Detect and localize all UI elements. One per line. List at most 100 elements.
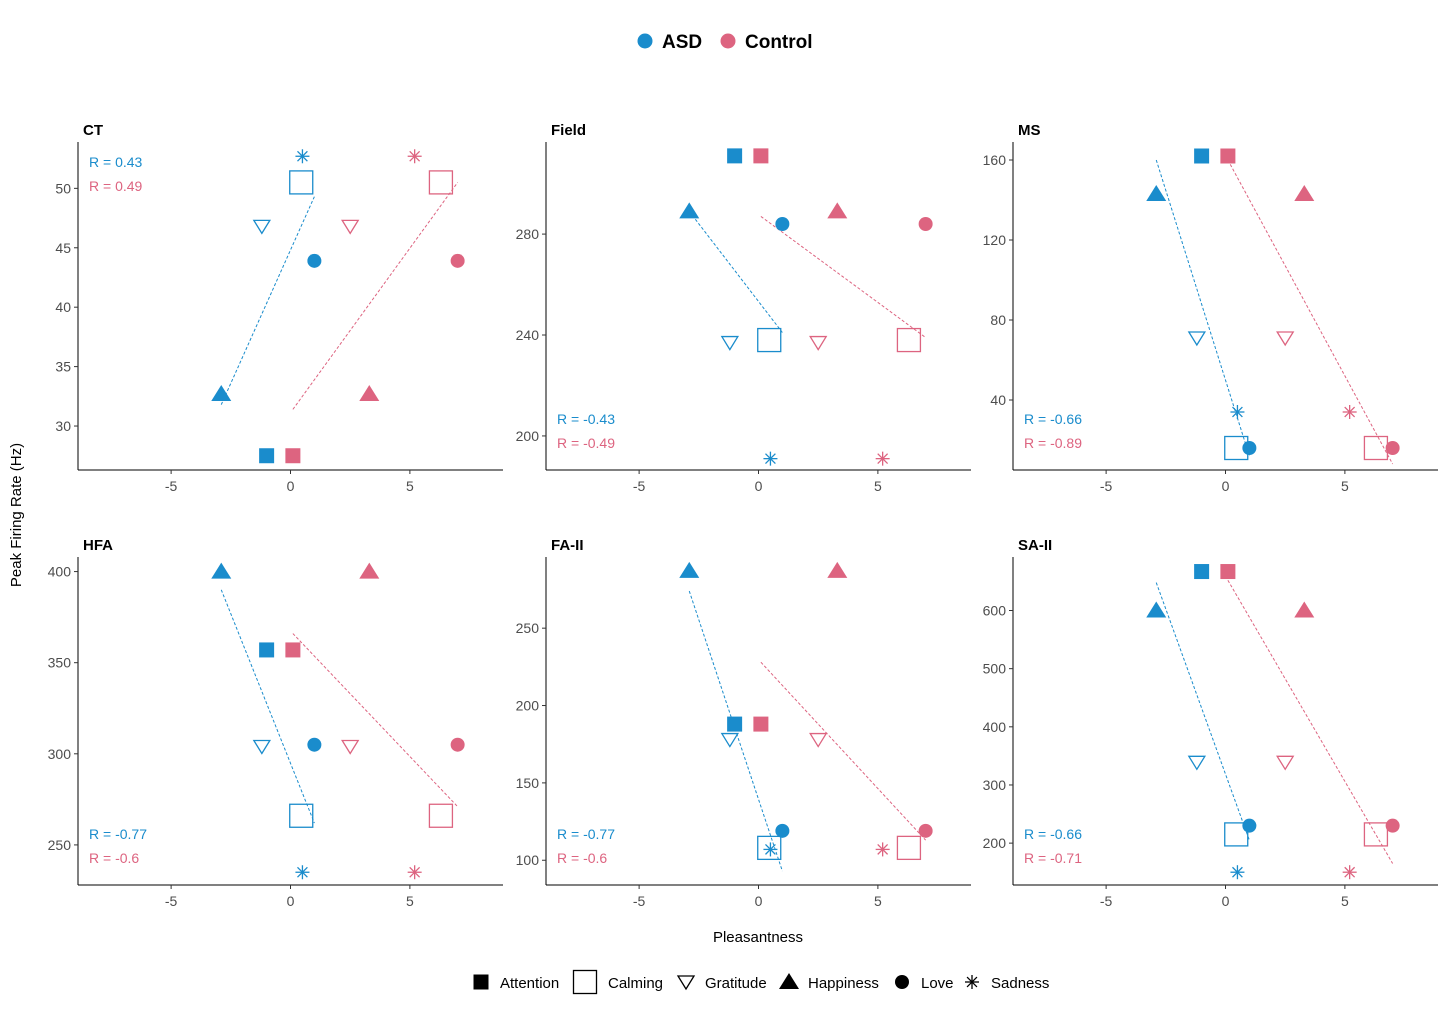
y-tick-label: 50 — [55, 180, 71, 196]
legend-label-sadness: Sadness — [991, 975, 1049, 992]
y-tick-label: 300 — [983, 777, 1007, 793]
r-label-asd: R = -0.77 — [557, 826, 615, 842]
legend-entry-happiness: Happiness — [779, 973, 879, 992]
point-control-gratitude — [1276, 755, 1295, 771]
y-tick-label: 500 — [983, 661, 1007, 677]
legend-entry-gratitude: Gratitude — [676, 975, 767, 992]
point-asd-happiness — [679, 202, 700, 219]
panel-title: MS — [1018, 122, 1041, 139]
fit-line-asd — [688, 211, 783, 333]
fit-line-control — [1227, 159, 1394, 465]
legend-swatch-asd — [637, 33, 653, 49]
x-tick-label: -5 — [165, 478, 178, 494]
point-control-attention — [285, 642, 301, 658]
legend-swatch-calming — [572, 969, 598, 995]
point-asd-attention — [727, 148, 743, 164]
point-asd-gratitude — [252, 219, 272, 235]
y-tick-label: 120 — [983, 232, 1007, 248]
point-control-love — [918, 217, 933, 231]
point-asd-sadness — [763, 842, 778, 857]
y-tick-label: 280 — [516, 226, 540, 242]
r-label-asd: R = -0.77 — [89, 826, 147, 842]
point-asd-attention — [1194, 564, 1210, 580]
y-tick-label: 350 — [48, 655, 72, 671]
point-control-happiness — [827, 561, 848, 578]
x-tick-label: 5 — [1341, 893, 1349, 909]
point-control-gratitude — [341, 739, 360, 755]
fit-line-asd — [1155, 159, 1250, 457]
x-tick-label: -5 — [633, 893, 646, 909]
legend-swatch-happiness — [779, 973, 799, 989]
point-asd-calming — [757, 327, 782, 353]
point-control-sadness — [875, 842, 890, 857]
point-control-calming — [1363, 822, 1389, 847]
point-control-sadness — [875, 451, 890, 466]
point-control-sadness — [407, 149, 422, 164]
point-control-gratitude — [341, 219, 360, 235]
panel-title: SA-II — [1018, 537, 1052, 554]
group-legend: ASD Control — [637, 32, 813, 53]
panel-title: FA-II — [551, 537, 584, 554]
x-tick-label: 0 — [755, 893, 763, 909]
fit-line-control — [760, 216, 926, 338]
x-tick-label: -5 — [1100, 893, 1113, 909]
panel-title: Field — [551, 122, 586, 139]
point-control-gratitude — [1276, 331, 1295, 347]
legend-swatch-control — [720, 33, 736, 49]
legend-label-control: Control — [745, 32, 813, 53]
panel-ms: MS 40 80 120 160 -5 0 5 R = -0.66 R = -0.89 — [983, 122, 1438, 494]
x-tick-label: 0 — [1222, 478, 1230, 494]
y-tick-label: 400 — [983, 719, 1007, 735]
point-asd-happiness — [1146, 185, 1167, 201]
legend-label-happiness: Happiness — [808, 975, 879, 992]
y-tick-label: 400 — [48, 564, 72, 580]
point-asd-love — [775, 823, 790, 838]
point-control-happiness — [359, 562, 380, 579]
point-control-happiness — [1294, 185, 1315, 201]
point-asd-love — [307, 253, 322, 268]
point-asd-love — [307, 737, 322, 752]
x-tick-label: 5 — [406, 893, 414, 909]
point-asd-attention — [259, 642, 275, 658]
y-tick-label: 200 — [983, 835, 1007, 851]
point-control-love — [1385, 818, 1400, 833]
x-tick-label: 0 — [1222, 893, 1230, 909]
panel-title: HFA — [83, 537, 113, 554]
point-control-gratitude — [809, 732, 828, 748]
x-tick-label: 5 — [1341, 478, 1349, 494]
point-control-calming — [896, 835, 922, 861]
r-label-asd: R = 0.43 — [89, 154, 143, 170]
legend-entry-calming: Calming — [572, 969, 663, 995]
panel-field: Field 200 240 280 -5 0 5 R = -0.43 R = -0.49 — [516, 122, 971, 494]
point-asd-love — [775, 217, 790, 231]
y-tick-label: 160 — [983, 152, 1007, 168]
shape-legend: Attention Calming Gratitude Happiness Love Sa… — [473, 969, 1049, 995]
x-tick-label: -5 — [633, 478, 646, 494]
y-axis-label: Peak Firing Rate (Hz) — [8, 443, 25, 587]
legend-entry-attention: Attention — [473, 974, 559, 992]
point-asd-love — [1242, 441, 1257, 455]
legend-swatch-love — [895, 975, 909, 989]
legend-label-calming: Calming — [608, 975, 663, 992]
legend-label-attention: Attention — [500, 975, 559, 992]
panel-title: CT — [83, 122, 103, 139]
point-control-happiness — [1294, 601, 1315, 618]
x-tick-label: 5 — [874, 478, 882, 494]
panel-hfa: HFA 250 300 350 400 -5 0 5 R = -0.77 R = -0.6 — [48, 537, 503, 909]
y-tick-label: 300 — [48, 746, 72, 762]
x-tick-label: -5 — [165, 893, 178, 909]
y-tick-label: 200 — [516, 428, 540, 444]
point-control-calming — [896, 327, 922, 353]
y-tick-label: 250 — [516, 620, 540, 636]
point-asd-happiness — [679, 561, 700, 578]
legend-entry-love: Love — [895, 975, 954, 992]
point-asd-gratitude — [252, 739, 272, 755]
r-label-control: R = 0.49 — [89, 178, 143, 194]
point-control-attention — [285, 448, 301, 464]
point-asd-sadness — [295, 149, 310, 164]
point-asd-sadness — [763, 451, 778, 466]
x-tick-label: 5 — [874, 893, 882, 909]
point-control-attention — [753, 716, 769, 732]
point-asd-calming — [289, 803, 314, 828]
r-label-control: R = -0.49 — [557, 435, 615, 451]
